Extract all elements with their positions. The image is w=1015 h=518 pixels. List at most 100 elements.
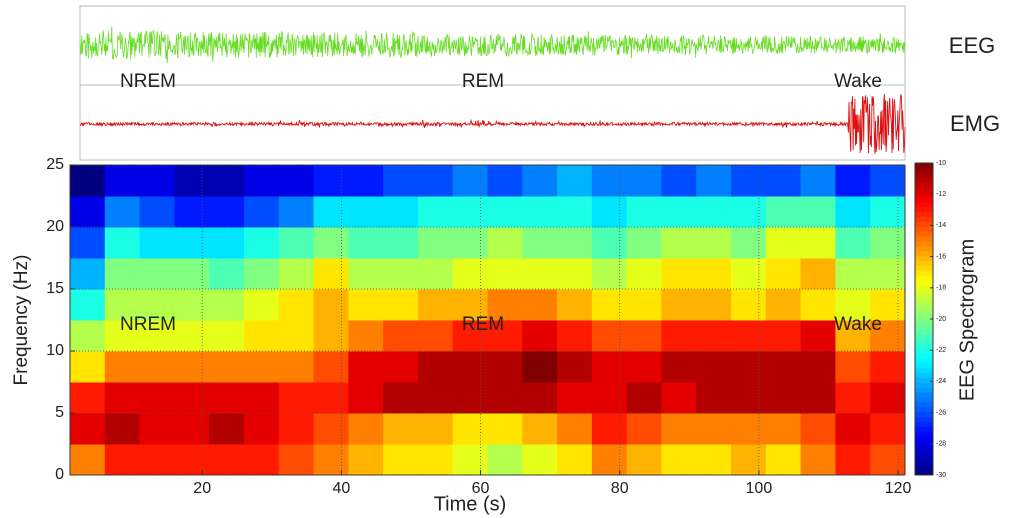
heatmap-cell: [417, 351, 454, 383]
heatmap-cell: [487, 320, 523, 352]
heatmap-cell: [139, 196, 175, 228]
colorbar-segment: [915, 431, 933, 437]
heatmap-cell: [209, 444, 245, 476]
heatmap-cell: [174, 351, 210, 383]
y-tick-label: 0: [55, 466, 64, 483]
heatmap-cell: [591, 258, 628, 290]
colorbar-segment: [915, 426, 933, 432]
heatmap-cell: [209, 196, 245, 228]
x-tick-label: 60: [472, 480, 490, 497]
heatmap-cell: [835, 227, 871, 259]
heatmap-cell: [661, 351, 697, 383]
colorbar-segment: [915, 245, 933, 252]
heatmap-cell: [348, 444, 384, 476]
colorbar-segment: [915, 163, 933, 169]
heatmap-cell: [800, 320, 836, 352]
heatmap-cell: [174, 227, 210, 259]
colorbar-tick-label: -16: [936, 253, 946, 260]
heatmap-cell: [278, 196, 315, 228]
heatmap-cell: [557, 444, 593, 476]
colorbar-segment: [915, 450, 933, 456]
heatmap-cell: [557, 351, 593, 383]
colorbar-segment: [915, 187, 933, 193]
heatmap-cell: [626, 351, 662, 383]
heatmap-cell: [348, 258, 384, 290]
heatmap-cell: [800, 227, 836, 259]
heatmap-cell: [104, 196, 141, 228]
heatmap-cell: [278, 258, 315, 290]
heatmap-cell: [452, 258, 488, 290]
colorbar-segment: [915, 226, 933, 232]
heatmap-cell: [209, 258, 245, 290]
colorbar-segment: [915, 284, 933, 291]
heatmap-cell: [417, 289, 454, 321]
heatmap-cell: [70, 413, 106, 445]
heatmap-cell: [591, 413, 628, 445]
heatmap-cell: [765, 351, 802, 383]
colorbar-segment: [915, 216, 933, 222]
heatmap-cell: [313, 320, 349, 352]
heatmap-cell: [313, 444, 349, 476]
heatmap-cell: [313, 289, 349, 321]
colorbar-segment: [915, 323, 933, 330]
heatmap-cell: [765, 258, 802, 290]
heatmap-cell: [731, 413, 767, 445]
heatmap-cell: [383, 413, 419, 445]
heatmap-cell: [383, 382, 419, 414]
heatmap-cell: [626, 227, 662, 259]
colorbar-segment: [915, 255, 933, 261]
heatmap-cell: [557, 413, 593, 445]
x-tick-label: 120: [885, 480, 912, 497]
heatmap-cell: [487, 382, 523, 414]
colorbar-segment: [915, 440, 933, 447]
heatmap-cell: [835, 289, 871, 321]
heatmap-cell: [104, 258, 141, 290]
heatmap-cell: [696, 196, 732, 228]
heatmap-cell: [452, 289, 488, 321]
stage-label: Wake: [834, 71, 882, 92]
y-tick-label: 15: [46, 280, 64, 297]
heatmap-cell: [452, 413, 488, 445]
colorbar-tick-label: -10: [936, 160, 946, 167]
heatmap-cell: [870, 258, 906, 290]
colorbar-segment: [915, 333, 933, 339]
heatmap-cell: [522, 320, 558, 352]
stage-label: NREM: [120, 71, 176, 92]
heatmap-cell: [557, 320, 593, 352]
colorbar-segment: [915, 299, 933, 305]
colorbar-tick-label: -24: [936, 378, 946, 385]
heatmap-cell: [487, 196, 523, 228]
heatmap-cell: [174, 413, 210, 445]
heatmap-cell: [870, 320, 906, 352]
heatmap-cell: [383, 227, 419, 259]
heatmap-cell: [487, 413, 523, 445]
colorbar-tick-label: -22: [936, 347, 946, 354]
heatmap-cell: [557, 382, 593, 414]
heatmap-cell: [487, 289, 523, 321]
heatmap-cell: [661, 320, 697, 352]
colorbar-segment: [915, 387, 933, 393]
heatmap-cell: [661, 413, 697, 445]
heatmap-cell: [522, 196, 558, 228]
colorbar-segment: [915, 358, 933, 364]
heatmap-cell: [243, 351, 280, 383]
heatmap-cell: [557, 227, 593, 259]
heatmap-cell: [731, 351, 767, 383]
heatmap-cell: [591, 196, 628, 228]
colorbar-segment: [915, 289, 933, 296]
heatmap-cell: [417, 444, 454, 476]
heatmap-cell: [278, 320, 315, 352]
colorbar-segment: [915, 221, 933, 227]
heatmap-cell: [835, 320, 871, 352]
heatmap-cell: [835, 351, 871, 383]
heatmap-cell: [626, 258, 662, 290]
heatmap-cell: [522, 444, 558, 476]
heatmap-cell: [522, 165, 558, 197]
heatmap-cell: [696, 165, 732, 197]
heatmap-cell: [139, 382, 175, 414]
colorbar-segment: [915, 362, 933, 369]
colorbar-segment: [915, 197, 933, 203]
heatmap-cell: [104, 165, 141, 197]
heatmap-cell: [591, 165, 628, 197]
colorbar-segment: [915, 397, 933, 403]
